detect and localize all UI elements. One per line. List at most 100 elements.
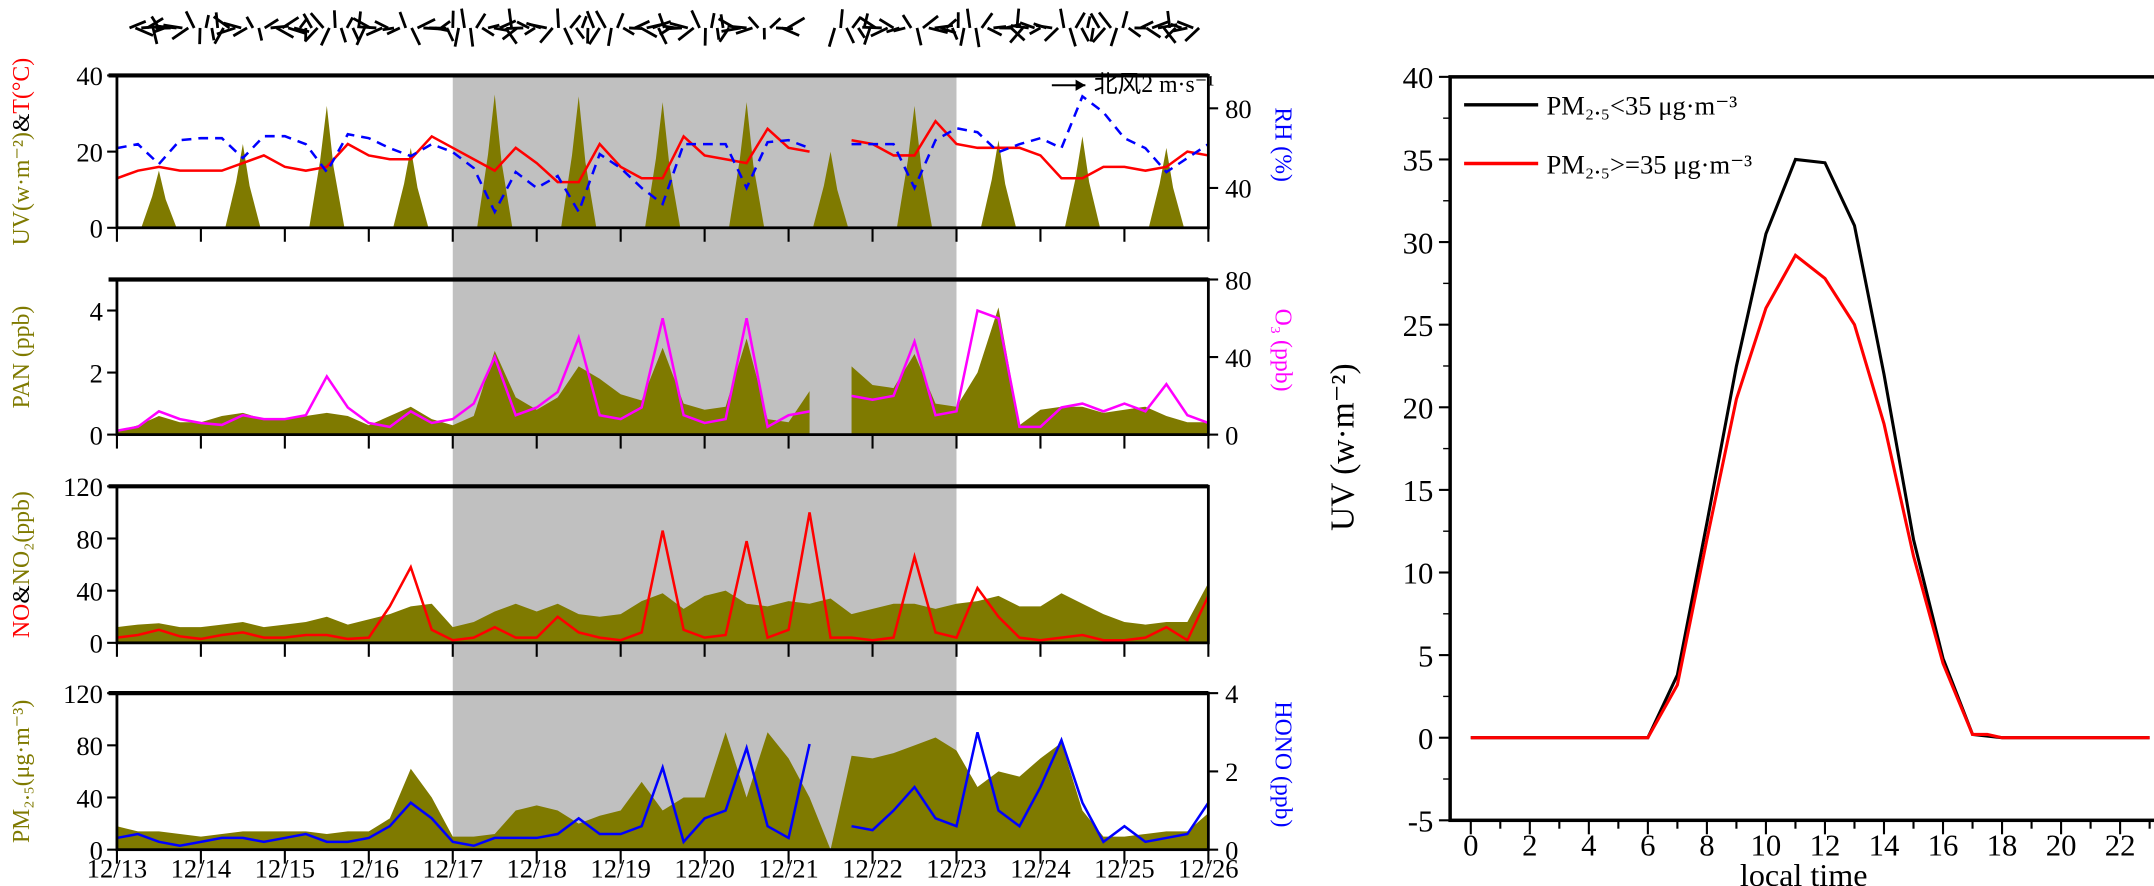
wind-arrow xyxy=(309,12,325,29)
wind-arrow xyxy=(1139,20,1154,30)
wind-arrow xyxy=(245,16,255,29)
x-tick-label: 22 xyxy=(2105,828,2136,862)
wind-arrow xyxy=(506,26,524,30)
wind-arrow xyxy=(339,27,348,43)
wind-arrows xyxy=(128,8,1201,48)
wind-arrow xyxy=(539,27,554,44)
uv-diurnal-chart: -50510152025303540024681012141618202224P… xyxy=(1403,61,2154,862)
wind-arrow xyxy=(357,11,362,29)
left-axis-title: PAN (ppb) xyxy=(9,306,35,409)
wind-arrow xyxy=(365,26,383,37)
wind-arrow xyxy=(569,14,582,29)
wind-arrow xyxy=(529,22,548,30)
wind-arrow xyxy=(735,26,753,35)
wind-arrow xyxy=(210,27,216,41)
wind-arrow xyxy=(128,20,147,30)
wind-arrow xyxy=(1145,26,1162,39)
wind-arrow xyxy=(1109,27,1119,47)
x-tick-label: 12/13 xyxy=(87,854,147,884)
y-tick-label-right: 0 xyxy=(1225,835,1238,865)
wind-arrow xyxy=(827,27,837,48)
wind-arrow xyxy=(563,27,574,46)
left-axis-title-part: PM₂.₅(μg·m⁻³) xyxy=(9,700,35,843)
y-tick-label-right: 2 xyxy=(1225,757,1238,787)
left-axis-title-part: & xyxy=(9,113,35,132)
wind-arrow xyxy=(481,26,495,37)
wind-arrow xyxy=(690,9,701,29)
panel-3: 0 40 80 120 NO&NO₂(ppb) xyxy=(9,472,1210,659)
wind-arrow xyxy=(319,27,331,46)
wind-arrow xyxy=(212,15,231,30)
wind-arrow xyxy=(382,26,395,32)
wind-arrow xyxy=(453,27,461,47)
wind-arrow xyxy=(1035,24,1053,30)
wind-arrow xyxy=(715,27,721,40)
t-line xyxy=(851,119,1209,180)
x-tick-label: 12/21 xyxy=(758,854,818,884)
wind-arrow xyxy=(634,19,651,30)
wind-arrow xyxy=(232,26,248,38)
right-axis-title: O₃ (ppb) xyxy=(1269,309,1295,392)
pm2.5-area xyxy=(116,732,1209,850)
y-tick-label-right: 4 xyxy=(1225,679,1238,709)
wind-arrow xyxy=(915,27,923,46)
wind-arrow xyxy=(275,26,295,39)
shaded-period xyxy=(452,75,957,850)
wind-arrow xyxy=(665,26,683,31)
y-tick-label-left: 120 xyxy=(63,679,103,709)
wind-arrow xyxy=(475,12,487,29)
wind-arrow xyxy=(863,27,872,46)
wind-arrow xyxy=(303,26,319,43)
wind-arrow xyxy=(263,18,279,30)
x-tick-label: 16 xyxy=(1928,828,1959,862)
wind-arrow xyxy=(974,27,981,48)
right-axis-title: HONO (ppb) xyxy=(1269,701,1295,827)
wind-arrow xyxy=(487,23,500,30)
plot-frame xyxy=(1448,75,2154,823)
wind-arrow xyxy=(606,27,613,47)
legend-label: PM₂.₅<35 μg·m⁻³ xyxy=(1547,91,1738,121)
wind-arrow xyxy=(1172,26,1188,33)
y-tick-label: -5 xyxy=(1408,804,1434,838)
uv-peak xyxy=(896,105,933,228)
y-tick-label: 25 xyxy=(1403,309,1434,343)
y-tick-label: 5 xyxy=(1418,639,1433,673)
wind-arrow xyxy=(870,26,889,38)
wind-arrow xyxy=(410,27,422,46)
wind-arrow xyxy=(1019,21,1036,30)
wind-arrow xyxy=(1121,10,1129,29)
y-tick-label-left: 0 xyxy=(90,835,103,865)
wind-arrow xyxy=(1010,24,1029,30)
wind-arrow xyxy=(213,27,225,45)
wind-arrow xyxy=(1166,10,1172,29)
wind-arrow xyxy=(652,20,672,30)
wind-arrow xyxy=(945,18,958,30)
wind-arrow xyxy=(504,27,518,45)
wind-arrow xyxy=(1080,27,1090,42)
x-tick-label: 12/14 xyxy=(171,854,231,884)
wind-arrow xyxy=(332,10,337,29)
x-tick-label: 8 xyxy=(1699,828,1714,862)
uv-peak xyxy=(393,147,429,228)
x-tick-label: 12/18 xyxy=(506,854,566,884)
wind-arrow xyxy=(1089,27,1095,42)
y-tick-label: 0 xyxy=(1418,722,1433,756)
x-tick-label: 12/19 xyxy=(590,854,650,884)
wind-arrow xyxy=(901,14,913,29)
x-tick-label: 4 xyxy=(1581,828,1596,862)
y-tick-label: 30 xyxy=(1403,226,1434,260)
wind-arrow xyxy=(922,14,939,30)
wind-arrow xyxy=(862,25,882,30)
uv-peak xyxy=(225,144,261,228)
wind-arrow xyxy=(355,27,366,46)
wind-arrow xyxy=(1170,22,1182,30)
wind-arrow xyxy=(150,15,161,29)
wind-arrow xyxy=(677,26,695,42)
x-tick-label: 0 xyxy=(1463,828,1478,862)
wind-arrow xyxy=(878,18,895,30)
y-tick-label: 10 xyxy=(1403,557,1434,591)
x-tick-label: 12/17 xyxy=(423,854,483,884)
wind-arrow xyxy=(845,27,856,44)
y-tick-label-left: 80 xyxy=(76,731,103,761)
x-tick-label: 12/23 xyxy=(926,854,986,884)
